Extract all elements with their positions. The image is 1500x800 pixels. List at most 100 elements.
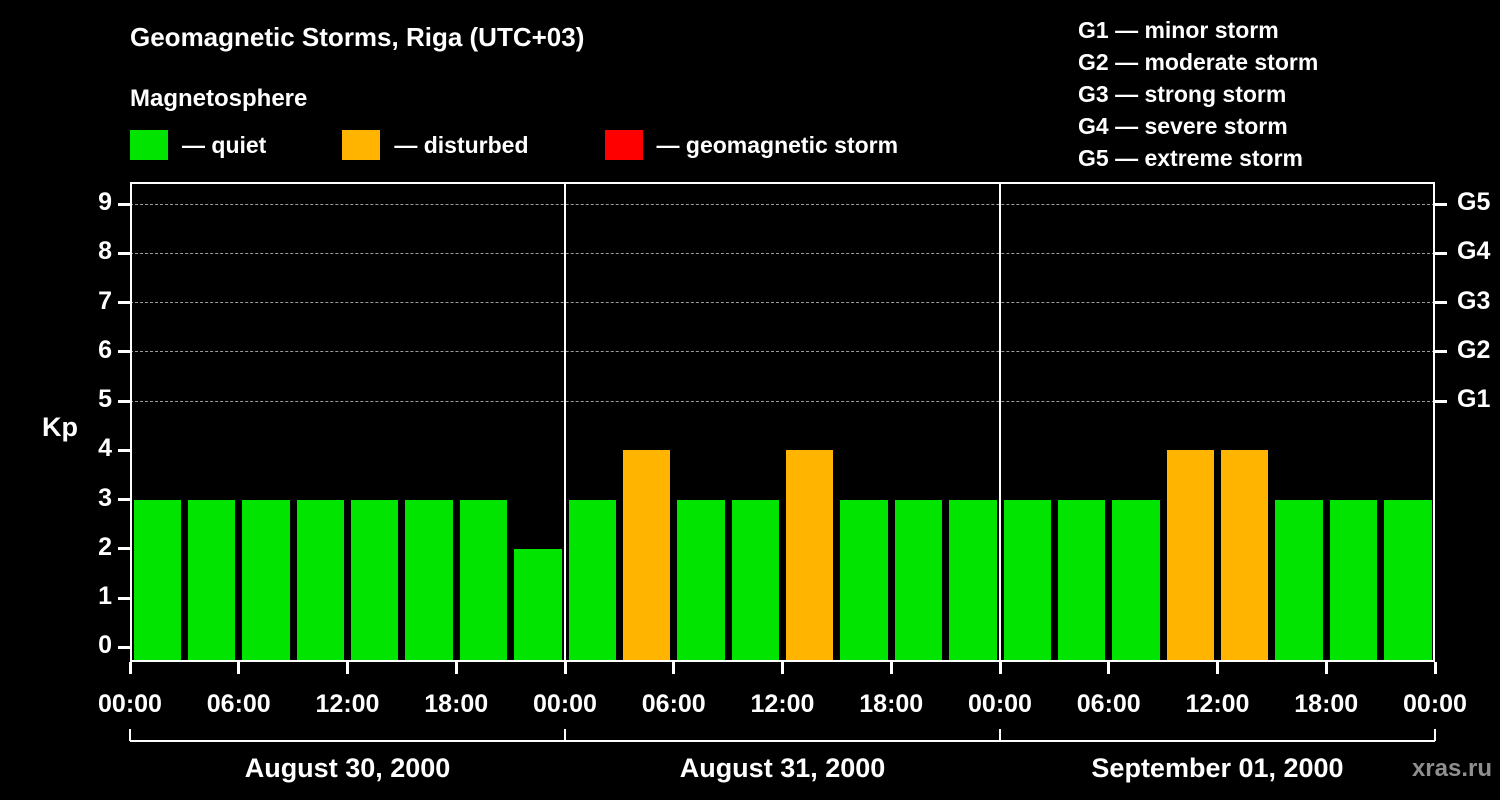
kp-bar-day3-slot8: [1384, 499, 1432, 660]
x-axis-tick-5: [672, 662, 676, 674]
y-tick-label-8: 8: [98, 237, 112, 266]
y-axis-tick-3: [118, 498, 130, 502]
legend-swatch-geomagnetic-storm: [604, 130, 643, 160]
legend-swatch-disturbed: [342, 130, 381, 160]
kp-bar-day2-slot3: [677, 499, 725, 660]
x-tick-label-11: 18:00: [1294, 690, 1359, 718]
x-tick-label-10: 12:00: [1185, 690, 1250, 718]
y-tick-label-0: 0: [98, 631, 112, 660]
date-label-1: August 30, 2000: [244, 753, 451, 783]
kp-gridline-8: [130, 252, 1435, 254]
x-axis-tick-8: [998, 662, 1002, 674]
x-axis-tick-3: [454, 662, 458, 674]
kp-gridline-7: [130, 302, 1435, 304]
x-tick-label-9: 06:00: [1076, 690, 1141, 718]
date-axis-tick-2: [999, 729, 1001, 741]
kp-bar-day3-slot4: [1166, 450, 1214, 660]
y-axis-tick-1: [118, 596, 130, 600]
right-axis-tick-G2: [1435, 350, 1447, 354]
y-axis-tick-6: [118, 350, 130, 354]
kp-bar-day1-slot6: [405, 499, 453, 660]
kp-bar-day3-slot6: [1275, 499, 1323, 660]
x-axis-tick-1: [237, 662, 241, 674]
y-tick-label-7: 7: [98, 286, 112, 315]
right-axis-label-G1: G1: [1457, 385, 1491, 414]
x-tick-label-1: 06:00: [206, 690, 271, 718]
date-axis-tick-3: [1434, 729, 1436, 741]
x-axis-tick-4: [563, 662, 567, 674]
day-separator-2: [999, 182, 1001, 662]
y-tick-label-9: 9: [98, 188, 112, 217]
legend-item-disturbed: — disturbed: [342, 130, 529, 160]
kp-bar-day3-slot5: [1221, 450, 1269, 660]
legend-label-quiet: — quiet: [182, 131, 267, 158]
y-tick-label-2: 2: [98, 532, 112, 561]
y-axis-tick-5: [118, 399, 130, 403]
kp-bar-day2-slot4: [731, 499, 779, 660]
legend-label-geomagnetic-storm: — geomagnetic storm: [656, 131, 899, 158]
y-tick-label-3: 3: [98, 483, 112, 512]
kp-bar-day1-slot2: [187, 499, 236, 660]
x-axis-tick-9: [1107, 662, 1111, 674]
x-tick-label-0: 00:00: [98, 690, 162, 718]
right-axis-label-G4: G4: [1457, 237, 1491, 266]
y-tick-label-1: 1: [98, 582, 112, 610]
x-tick-label-5: 06:00: [641, 690, 706, 718]
x-axis-tick-10: [1216, 662, 1219, 674]
x-tick-label-7: 18:00: [859, 690, 924, 718]
g-scale-legend-line-2: G2 — moderate storm: [1078, 49, 1319, 75]
kp-bar-day2-slot2: [622, 450, 671, 660]
x-axis-tick-12: [1433, 662, 1437, 674]
legend-swatch-quiet: [130, 130, 168, 160]
y-axis-title: Kp: [42, 412, 78, 442]
kp-bar-day1-slot7: [459, 499, 508, 660]
x-tick-label-12: 00:00: [1403, 690, 1467, 718]
x-axis-tick-2: [346, 662, 349, 674]
x-tick-label-4: 00:00: [533, 690, 597, 718]
kp-bar-day1-slot5: [351, 499, 399, 660]
kp-bar-day1-slot4: [296, 499, 344, 660]
kp-bar-day3-slot2: [1057, 499, 1106, 660]
kp-bar-day2-slot6: [840, 499, 888, 660]
right-axis-tick-G1: [1435, 399, 1447, 403]
watermark-xras: xras.ru: [1411, 755, 1492, 782]
kp-gridline-6: [130, 351, 1435, 353]
x-axis-tick-7: [889, 662, 893, 674]
x-axis-tick-11: [1324, 662, 1328, 674]
y-axis-tick-7: [118, 301, 130, 305]
kp-bar-day2-slot7: [894, 499, 943, 660]
legend-item-quiet: — quiet: [130, 130, 266, 160]
y-tick-label-4: 4: [98, 434, 112, 463]
kp-gridline-9: [130, 203, 1435, 205]
kp-bar-day3-slot1: [1003, 499, 1051, 660]
date-axis-tick-1: [564, 729, 566, 741]
legend-item-geomagnetic-storm: — geomagnetic storm: [604, 130, 899, 160]
date-label-3: September 01, 2000: [1091, 753, 1344, 783]
right-axis-label-G5: G5: [1457, 188, 1491, 217]
y-axis-tick-8: [118, 251, 130, 255]
kp-bar-day1-slot3: [242, 499, 290, 660]
kp-gridline-5: [130, 400, 1435, 402]
right-axis-label-G2: G2: [1457, 335, 1491, 364]
kp-bar-day2-slot1: [568, 499, 616, 660]
right-axis-label-G3: G3: [1457, 286, 1491, 315]
x-axis-tick-6: [781, 662, 784, 674]
g-scale-legend-line-5: G5 — extreme storm: [1078, 145, 1303, 171]
day-separator-1: [564, 182, 566, 662]
y-tick-label-5: 5: [98, 385, 112, 414]
kp-bar-day2-slot8: [949, 499, 997, 660]
x-tick-label-2: 12:00: [315, 690, 380, 718]
y-axis-tick-9: [118, 202, 130, 206]
x-tick-label-8: 00:00: [968, 690, 1032, 718]
date-axis-line: [130, 740, 1435, 742]
x-tick-label-3: 18:00: [424, 690, 489, 718]
kp-bar-day2-slot5: [786, 450, 834, 660]
right-axis-tick-G3: [1435, 301, 1447, 305]
kp-bar-day3-slot7: [1329, 499, 1378, 660]
date-axis-tick-0: [129, 729, 131, 741]
y-tick-label-6: 6: [98, 335, 112, 364]
g-scale-legend-line-3: G3 — strong storm: [1078, 81, 1287, 107]
kp-bar-day1-slot1: [133, 499, 181, 660]
